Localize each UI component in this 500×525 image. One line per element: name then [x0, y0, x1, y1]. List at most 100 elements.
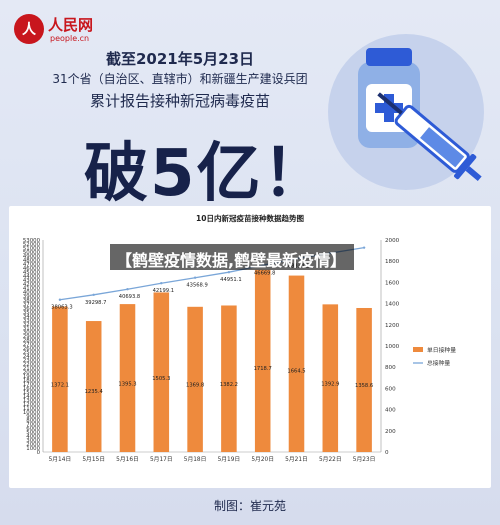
y-left-tick-label: 36000 — [23, 306, 41, 312]
bar-data-label: 1382.2 — [220, 382, 238, 388]
y-left-tick-label: 25000 — [23, 350, 41, 356]
y-left-tick-label: 49000 — [23, 254, 41, 260]
headline-date: 截至2021年5月23日 — [105, 50, 255, 68]
y-left-tick-label: 45000 — [23, 270, 41, 276]
y-left-tick-label: 28000 — [23, 338, 41, 344]
brand-name: 人民网 — [48, 16, 94, 34]
y-right-tick-label: 800 — [385, 365, 396, 371]
bar-daily-doses — [85, 321, 102, 452]
line-point — [92, 293, 95, 297]
line-point — [193, 276, 197, 279]
y-left-tick-label: 50000 — [23, 250, 41, 256]
y-left-tick-label: 51000 — [23, 246, 41, 252]
bar-daily-doses — [153, 292, 170, 452]
y-right-tick-label: 600 — [385, 386, 396, 392]
y-left-tick-label: 40000 — [23, 290, 41, 296]
y-left-tick-label: 10000 — [23, 410, 41, 416]
y-left-tick-label: 4000 — [26, 434, 40, 440]
bar-data-label: 1505.3 — [152, 376, 170, 382]
y-left-tick-label: 39000 — [23, 294, 41, 300]
line-data-label: 44951.1 — [220, 277, 241, 283]
y-left-tick-label: 19000 — [23, 374, 41, 380]
bar-daily-doses — [288, 275, 305, 452]
y-left-tick-label: 0 — [37, 450, 41, 456]
bar-daily-doses — [187, 306, 203, 452]
y-left-tick-label: 15000 — [23, 390, 41, 396]
y-left-tick-label: 17000 — [23, 382, 41, 388]
x-tick-label: 5月19日 — [218, 456, 241, 463]
line-point — [58, 298, 62, 301]
y-right-tick-label: 400 — [385, 408, 396, 414]
x-tick-label: 5月14日 — [49, 456, 72, 463]
bar-data-label: 1395.3 — [118, 381, 136, 387]
bar-data-label: 1369.8 — [186, 383, 204, 389]
x-tick-label: 5月21日 — [285, 456, 308, 463]
x-tick-label: 5月17日 — [150, 456, 173, 463]
line-point — [160, 282, 163, 285]
line-point — [362, 246, 366, 249]
big-title: 破5亿！ — [84, 137, 329, 211]
y-left-tick-label: 37000 — [23, 302, 41, 308]
brand-logo-icon: 人 — [14, 14, 44, 44]
y-right-tick-label: 1400 — [385, 302, 400, 308]
x-tick-label: 5月22日 — [319, 456, 342, 463]
y-left-tick-label: 21000 — [23, 366, 41, 372]
y-left-tick-label: 53000 — [23, 238, 41, 244]
y-left-tick-label: 27000 — [23, 342, 41, 348]
vaccine-illustration — [328, 34, 484, 190]
y-left-tick-label: 18000 — [23, 378, 41, 384]
line-point — [227, 270, 231, 274]
y-left-tick-label: 26000 — [23, 346, 41, 352]
y-right-tick-label: 1200 — [385, 323, 400, 329]
y-left-tick-label: 13000 — [23, 398, 41, 404]
line-point — [126, 288, 129, 291]
line-data-label: 43568.9 — [186, 283, 207, 289]
y-left-tick-label: 47000 — [23, 262, 41, 268]
y-left-tick-label: 23000 — [23, 358, 41, 364]
headline-scope: 31个省（自治区、直辖市）和新疆生产建设兵团 — [52, 72, 308, 86]
line-data-label: 38063.3 — [51, 305, 72, 311]
y-left-tick-label: 38000 — [23, 298, 41, 304]
y-left-tick-label: 43000 — [23, 278, 41, 284]
y-left-tick-label: 29000 — [23, 334, 41, 340]
vaccination-chart: 0100020003000400050006000700080009000100… — [23, 238, 456, 463]
x-tick-label: 5月15日 — [82, 456, 105, 463]
bar-daily-doses — [119, 304, 136, 452]
y-left-tick-label: 5000 — [26, 430, 40, 436]
bar-data-label: 1392.9 — [321, 382, 339, 388]
y-left-tick-label: 11000 — [23, 406, 41, 412]
bar-data-label: 1235.4 — [85, 389, 104, 395]
x-tick-label: 5月23日 — [353, 456, 376, 463]
y-left-tick-label: 34000 — [23, 314, 41, 320]
x-tick-label: 5月18日 — [184, 456, 207, 463]
y-left-tick-label: 31000 — [23, 326, 41, 332]
y-left-tick-label: 44000 — [23, 274, 41, 280]
y-left-tick-label: 33000 — [23, 318, 41, 324]
y-left-tick-label: 52000 — [23, 242, 41, 248]
y-left-tick-label: 6000 — [26, 426, 40, 432]
y-left-tick-label: 7000 — [26, 422, 40, 428]
brand-logo[interactable]: 人 人民网 people.cn — [14, 12, 94, 52]
y-right-tick-label: 0 — [385, 450, 389, 456]
legend-label-total: 总接种量 — [427, 359, 450, 367]
bar-daily-doses — [254, 269, 271, 452]
y-left-tick-label: 9000 — [26, 414, 40, 420]
y-left-tick-label: 30000 — [23, 330, 41, 336]
x-tick-label: 5月20日 — [251, 456, 274, 463]
bar-daily-doses — [322, 304, 339, 452]
y-left-tick-label: 22000 — [23, 362, 41, 368]
y-right-tick-label: 200 — [385, 429, 396, 435]
y-left-tick-label: 3000 — [26, 438, 40, 444]
y-left-tick-label: 41000 — [23, 286, 41, 292]
line-data-label: 46669.8 — [254, 270, 275, 276]
chart-title: 10日内新冠疫苗接种数据趋势图 — [196, 214, 304, 223]
bar-daily-doses — [52, 306, 68, 452]
y-left-tick-label: 14000 — [23, 394, 41, 400]
y-right-tick-label: 1000 — [385, 344, 400, 350]
y-right-tick-label: 1600 — [385, 280, 400, 286]
y-left-tick-label: 48000 — [23, 258, 41, 264]
y-left-tick-label: 24000 — [23, 354, 41, 360]
y-left-tick-label: 12000 — [23, 402, 41, 408]
y-right-tick-label: 1800 — [385, 259, 400, 265]
